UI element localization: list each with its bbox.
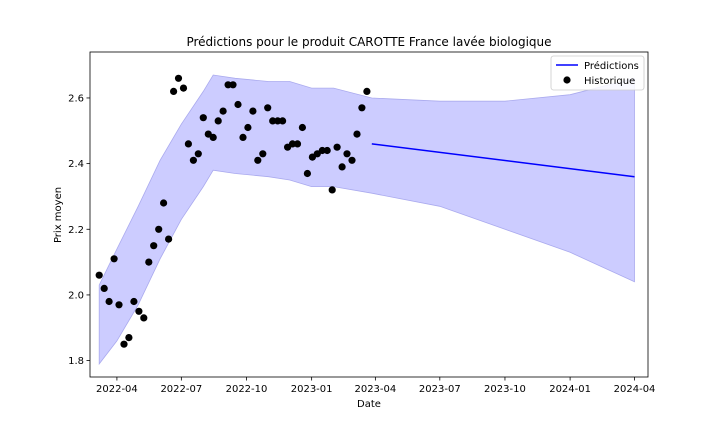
history-point [343,150,351,158]
x-tick-label: 2023-04 [354,384,396,395]
x-tick-label: 2022-04 [96,384,138,395]
history-point [135,307,143,315]
history-point [219,107,227,115]
x-tick-label: 2022-07 [160,384,202,395]
history-point [209,133,217,141]
history-point [298,123,306,132]
history-point [120,340,128,348]
y-axis-ticks: 1.8 2.0 2.2 2.4 2.6 [68,93,90,367]
legend-label-predictions: Prédictions [584,60,639,72]
history-point [100,284,108,292]
history-point [293,140,302,148]
legend: Prédictions Historique [550,55,645,91]
y-tick-label: 2.4 [68,159,84,170]
history-point [194,150,202,158]
x-tick-label: 2023-07 [419,384,461,395]
history-points-layer [95,74,371,348]
plot-frame [89,51,649,378]
history-point [125,334,133,342]
history-point [155,225,163,233]
x-tick-label: 2024-01 [549,384,591,395]
history-point [353,130,361,138]
history-point [323,146,331,155]
confidence-band-layer [98,74,635,366]
history-point [279,117,287,125]
history-point [160,199,168,207]
history-point [259,150,267,158]
history-point [150,242,158,250]
history-point [130,297,138,306]
history-point [179,84,188,92]
x-tick-label: 2023-01 [291,384,333,395]
history-point [358,104,366,112]
history-point [170,87,178,95]
y-tick-label: 1.8 [68,356,84,367]
x-tick-label: 2023-10 [484,384,526,395]
history-point [174,74,183,82]
y-tick-label: 2.6 [68,93,84,104]
history-point [145,258,153,266]
y-axis-label: Prix moyen [53,187,64,243]
history-point [214,117,222,125]
history-point [363,87,371,95]
history-point [105,297,113,306]
confidence-band [98,74,635,366]
x-axis-label: Date [357,399,381,410]
history-point [338,163,346,171]
y-tick-label: 2.2 [68,225,84,236]
history-point [95,271,103,279]
history-point [184,140,192,148]
history-point [303,169,311,178]
x-axis-ticks: 2022-04 2022-07 2022-10 2023-01 2023-04 2023-… [96,377,655,395]
chart-title: Prédictions pour le produit CAROTTE Fran… [186,35,551,49]
y-tick-label: 2.0 [68,290,84,301]
history-point [165,235,173,243]
legend-marker-swatch [563,76,571,84]
history-point [115,301,123,309]
history-point [269,117,277,125]
history-point [348,156,356,164]
history-point [288,140,297,148]
history-point [140,314,148,322]
prediction-line-layer [371,143,635,178]
history-point [333,143,341,151]
history-point [110,255,118,263]
history-point [264,104,272,112]
history-point [189,156,197,164]
prediction-line [371,143,635,178]
legend-label-history: Historique [584,76,635,87]
history-point [239,133,247,141]
x-tick-label: 2022-10 [226,384,268,395]
history-point [328,186,336,194]
history-point [244,123,252,132]
history-point [249,107,257,115]
history-point [234,100,242,109]
history-point [199,114,207,122]
x-tick-label: 2024-04 [614,384,656,395]
history-point [254,156,262,164]
history-point [229,81,237,89]
